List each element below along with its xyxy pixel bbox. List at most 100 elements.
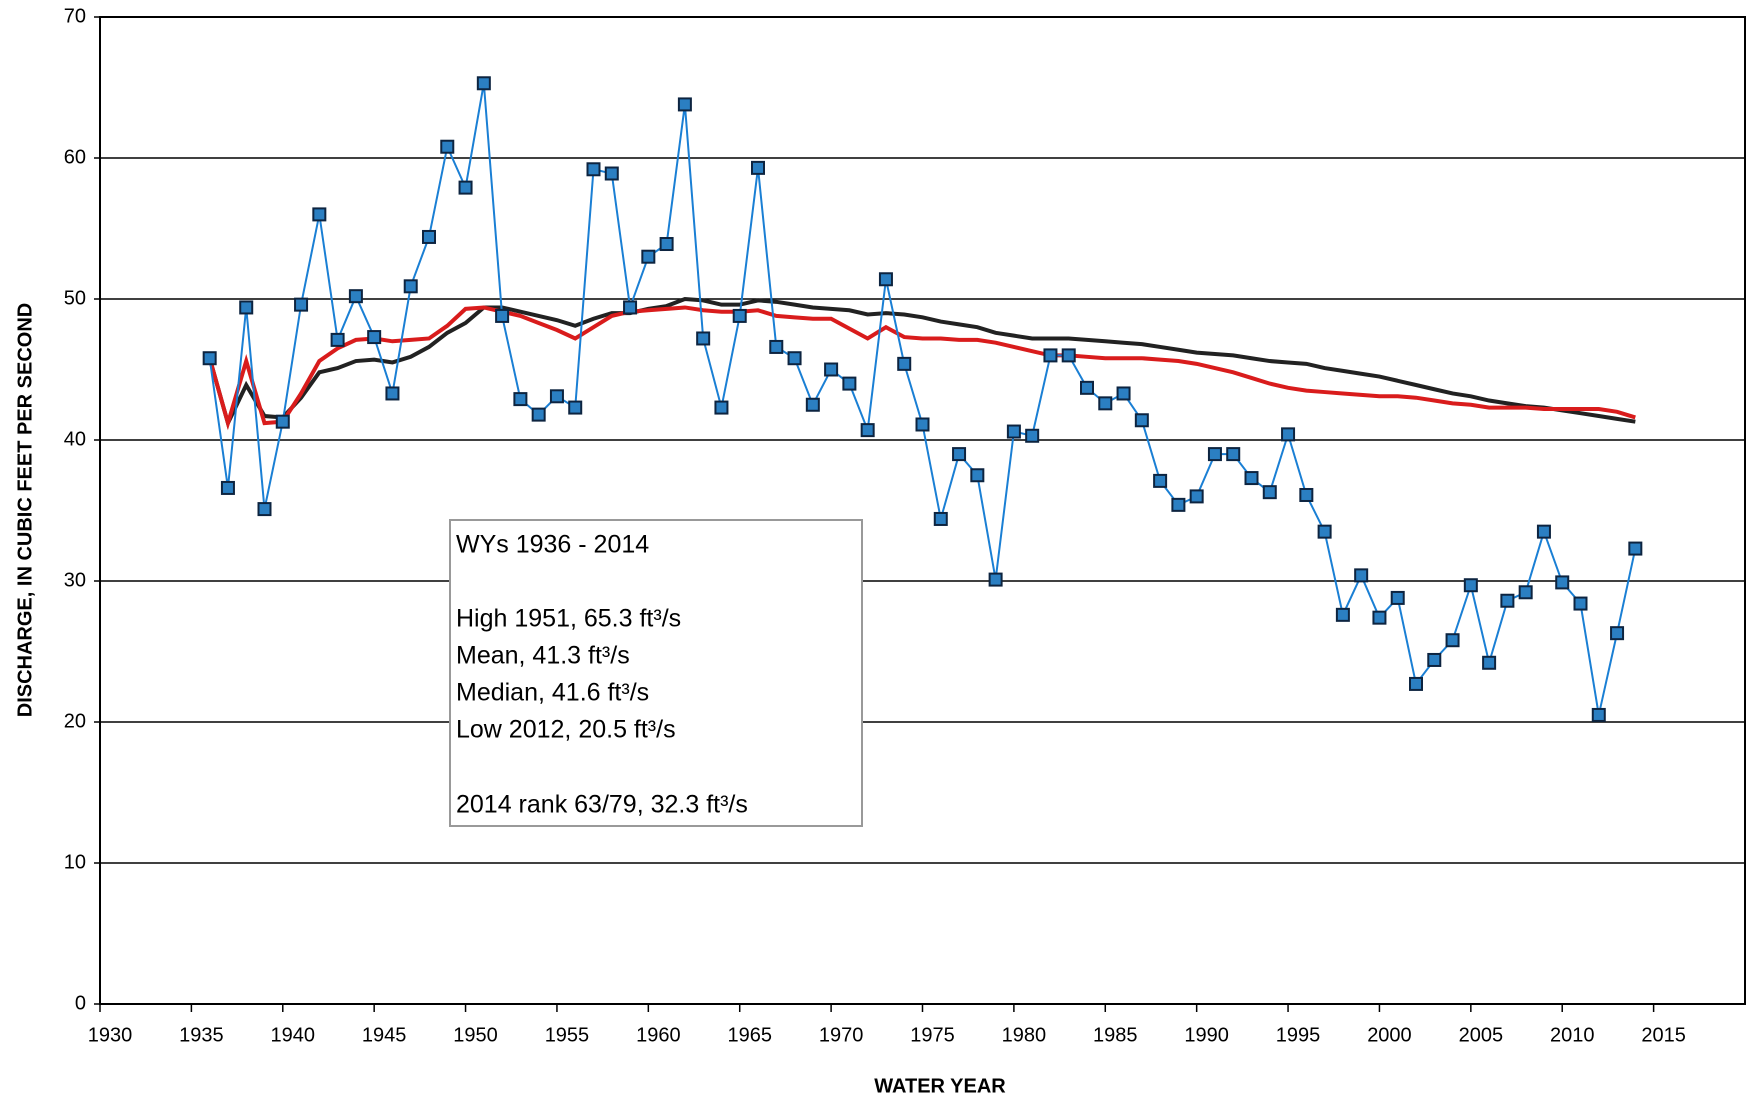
point-marker xyxy=(623,300,638,315)
annotation-text: Low 2012, 20.5 ft³/s xyxy=(456,716,676,744)
annotation-box xyxy=(449,519,863,827)
x-tick-label: 1995 xyxy=(1276,1024,1321,1046)
series-line xyxy=(207,296,1636,429)
point-marker xyxy=(385,386,400,401)
y-tick-label: 70 xyxy=(64,5,86,27)
point-marker xyxy=(1628,541,1643,556)
point-marker xyxy=(696,331,711,346)
point-marker xyxy=(915,417,930,432)
point-marker xyxy=(495,308,510,323)
point-marker xyxy=(220,480,235,495)
point-marker xyxy=(933,511,948,526)
x-tick-label: 1975 xyxy=(910,1024,955,1046)
point-marker xyxy=(239,300,254,315)
x-tick-label: 1945 xyxy=(362,1024,407,1046)
point-marker xyxy=(952,447,967,462)
point-marker xyxy=(824,362,839,377)
annotation-text: Mean, 41.3 ft³/s xyxy=(456,642,630,670)
point-marker xyxy=(842,376,857,391)
point-marker xyxy=(1006,424,1021,439)
x-tick-label: 1990 xyxy=(1184,1024,1229,1046)
point-marker xyxy=(1134,413,1149,428)
y-tick-label: 60 xyxy=(64,146,86,168)
point-marker xyxy=(458,180,473,195)
x-axis-title: WATER YEAR xyxy=(874,1075,1006,1097)
point-marker xyxy=(1281,427,1296,442)
point-marker xyxy=(1610,626,1625,641)
point-marker xyxy=(805,397,820,412)
y-tick-label: 10 xyxy=(64,851,86,873)
point-marker xyxy=(513,392,528,407)
point-marker xyxy=(878,272,893,287)
point-marker xyxy=(1409,676,1423,691)
point-marker xyxy=(988,572,1003,587)
point-marker xyxy=(1061,348,1076,363)
point-marker xyxy=(1244,471,1259,486)
point-marker xyxy=(586,162,601,177)
x-tick-label: 1930 xyxy=(88,1024,133,1046)
point-marker xyxy=(897,356,912,371)
point-marker xyxy=(1262,485,1277,500)
point-marker xyxy=(1171,497,1186,512)
point-marker xyxy=(294,297,309,312)
point-marker xyxy=(769,339,784,354)
annotation-text: WYs 1936 - 2014 xyxy=(456,531,649,559)
x-tick-label: 1935 xyxy=(179,1024,224,1046)
x-tick-label: 1940 xyxy=(271,1024,316,1046)
point-marker xyxy=(1335,607,1350,622)
point-marker xyxy=(1299,487,1314,502)
series-line xyxy=(207,305,1636,431)
x-tick-label: 1950 xyxy=(453,1024,498,1046)
point-marker xyxy=(659,237,674,252)
point-marker xyxy=(476,76,491,91)
x-tick-label: 2015 xyxy=(1641,1024,1686,1046)
plot-frame xyxy=(99,16,1746,1005)
y-tick-label: 40 xyxy=(64,428,86,450)
point-marker xyxy=(787,351,802,366)
point-marker xyxy=(403,279,418,294)
x-tick-label: 2000 xyxy=(1367,1024,1412,1046)
point-marker xyxy=(1536,524,1551,539)
annotation-text: High 1951, 65.3 ft³/s xyxy=(456,605,681,633)
y-tick-label: 20 xyxy=(64,710,86,732)
point-marker xyxy=(1372,610,1387,625)
point-marker xyxy=(1080,380,1094,395)
point-marker xyxy=(531,407,546,422)
x-tick-label: 1970 xyxy=(819,1024,864,1046)
x-tick-label: 1965 xyxy=(727,1024,772,1046)
x-tick-label: 2005 xyxy=(1459,1024,1504,1046)
point-marker xyxy=(1226,447,1241,462)
point-marker xyxy=(202,351,217,366)
point-marker xyxy=(751,160,765,175)
point-marker xyxy=(1098,396,1113,411)
annotation-text: 2014 rank 63/79, 32.3 ft³/s xyxy=(456,791,748,819)
x-tick-label: 1980 xyxy=(1002,1024,1047,1046)
point-marker xyxy=(1591,707,1606,722)
point-marker xyxy=(1317,524,1332,539)
point-marker xyxy=(549,389,564,404)
point-marker xyxy=(860,423,875,438)
point-marker xyxy=(1116,386,1131,401)
point-marker xyxy=(1025,428,1040,443)
point-marker xyxy=(1463,578,1478,593)
point-marker xyxy=(367,330,382,345)
point-marker xyxy=(1354,568,1369,583)
point-marker xyxy=(312,207,327,222)
y-tick-label: 0 xyxy=(75,992,86,1014)
point-marker xyxy=(422,229,436,244)
point-marker xyxy=(970,468,985,483)
point-marker xyxy=(568,400,583,415)
point-marker xyxy=(677,97,692,112)
point-marker xyxy=(1445,633,1460,648)
point-marker xyxy=(1153,473,1168,488)
point-marker xyxy=(714,400,729,415)
y-axis-title: DISCHARGE, IN CUBIC FEET PER SECOND xyxy=(14,303,36,717)
point-marker xyxy=(1390,590,1405,605)
point-marker xyxy=(1207,447,1222,462)
point-marker xyxy=(1189,489,1204,504)
point-marker xyxy=(1555,575,1570,590)
annotation-text: Median, 41.6 ft³/s xyxy=(456,679,649,707)
point-marker xyxy=(1518,585,1533,600)
point-marker xyxy=(1500,593,1515,608)
